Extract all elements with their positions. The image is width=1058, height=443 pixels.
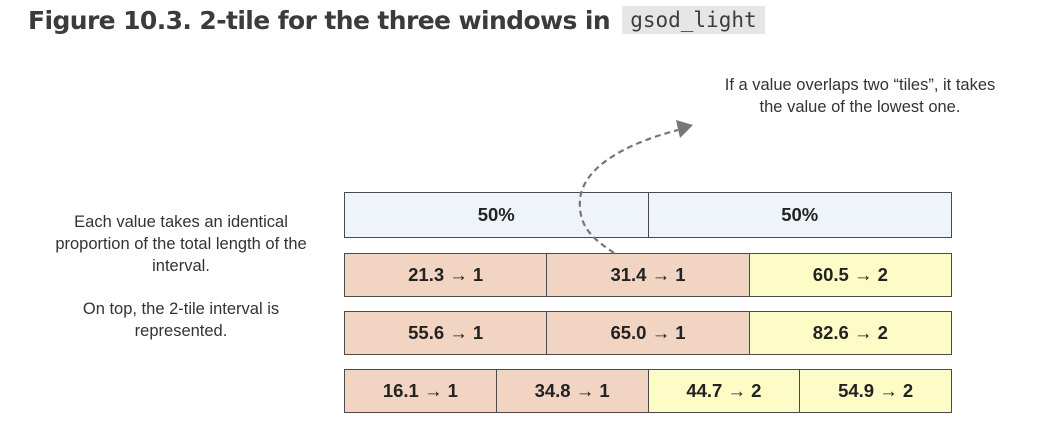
- figure-title-text: Figure 10.3. 2-tile for the three window…: [28, 6, 611, 35]
- value-cell: 65.0 → 1: [546, 312, 749, 354]
- value-cell: 82.6 → 2: [748, 312, 951, 354]
- window-row-1: 21.3 → 1 31.4 → 1 60.5 → 2: [344, 253, 952, 297]
- proportion-note: Each value takes an identical proportion…: [55, 213, 307, 275]
- value-cell: 55.6 → 1: [345, 312, 547, 354]
- value-cell: 16.1 → 1: [345, 370, 496, 412]
- figure-title: Figure 10.3. 2-tile for the three window…: [28, 6, 765, 35]
- percent-bar: 50% 50%: [344, 192, 952, 238]
- window-row-2: 55.6 → 1 65.0 → 1 82.6 → 2: [344, 311, 952, 355]
- figure-title-code: gsod_light: [622, 6, 765, 34]
- percent-cell: 50%: [345, 193, 648, 237]
- value-cell: 54.9 → 2: [799, 370, 951, 412]
- value-cell: 31.4 → 1: [546, 254, 749, 296]
- value-cell: 34.8 → 1: [495, 370, 648, 412]
- value-cell: 21.3 → 1: [345, 254, 547, 296]
- percent-cell: 50%: [647, 193, 951, 237]
- value-cell: 60.5 → 2: [748, 254, 951, 296]
- interval-note: On top, the 2-tile interval is represent…: [82, 300, 280, 340]
- window-row-3: 16.1 → 1 34.8 → 1 44.7 → 2 54.9 → 2: [344, 369, 952, 413]
- value-cell: 44.7 → 2: [647, 370, 800, 412]
- overlap-note: If a value overlaps two “tiles”, it take…: [724, 76, 996, 116]
